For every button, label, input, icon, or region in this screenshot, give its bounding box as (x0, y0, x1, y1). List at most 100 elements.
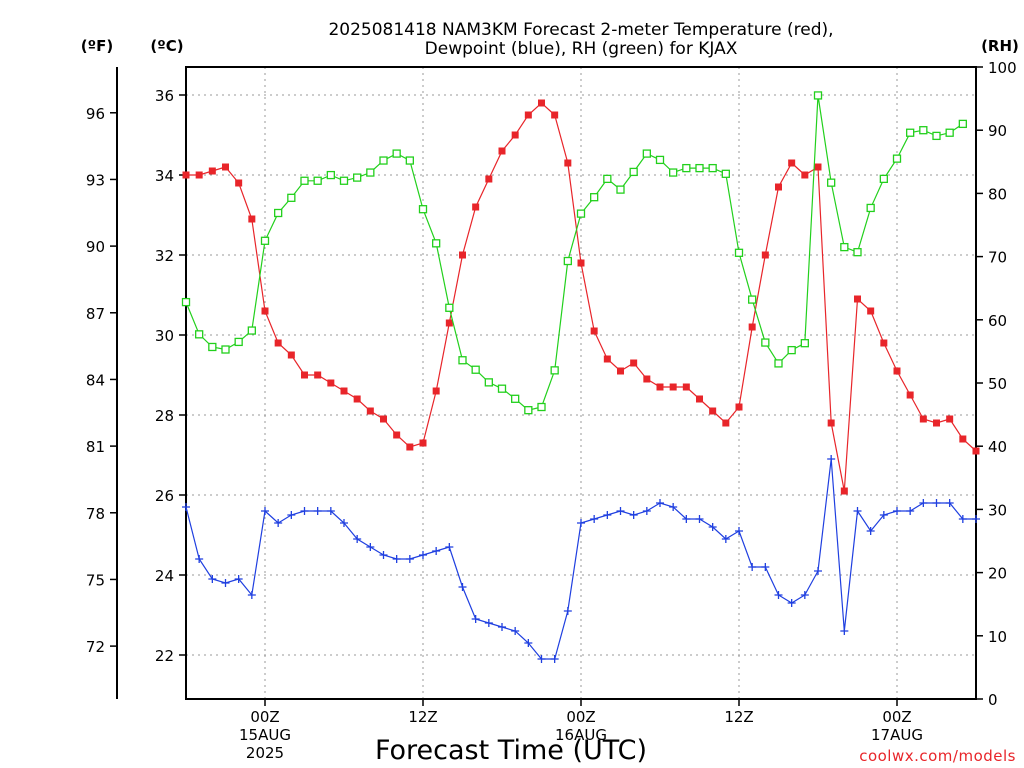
dewpoint-point (392, 555, 401, 563)
rh-point (827, 178, 836, 187)
temperature-point (590, 327, 598, 335)
rh-point (879, 174, 888, 184)
grid-lines (186, 67, 976, 699)
temperature-point (498, 147, 506, 155)
temperature-point (208, 167, 216, 175)
temperature-point (669, 383, 677, 391)
temperature-point (775, 183, 782, 191)
dewpoint-point (590, 515, 599, 523)
temperature-point (643, 375, 651, 383)
rh-series (181, 91, 967, 415)
temperature-point (419, 439, 427, 447)
fahrenheit-tick-label: 96 (86, 105, 105, 123)
rh-point (208, 342, 217, 352)
rh-point (432, 239, 441, 248)
rh-point (524, 406, 533, 415)
temperature-point (840, 487, 848, 495)
temperature-point (709, 407, 717, 415)
rh-point (958, 119, 967, 129)
temperature-point (551, 111, 559, 119)
dewpoint-point (774, 591, 783, 599)
temperature-point (972, 447, 980, 455)
rh-point (616, 185, 625, 194)
dewpoint-point (471, 615, 480, 623)
dewpoint-point (616, 507, 625, 515)
celsius-tick-label: 28 (155, 407, 174, 425)
rh-point (339, 176, 349, 185)
dewpoint-point (234, 575, 243, 583)
rh-point (274, 208, 283, 218)
dewpoint-point (893, 507, 901, 515)
dewpoint-point (550, 655, 559, 663)
x-axis-label: Forecast Time (UTC) (375, 735, 647, 766)
dewpoint-point (906, 507, 915, 515)
dewpoint-point (484, 619, 493, 627)
rh-point (576, 209, 586, 218)
dewpoint-point (287, 511, 296, 519)
dewpoint-point (629, 511, 638, 519)
rh-point (761, 338, 770, 347)
dewpoint-point (656, 499, 664, 507)
fahrenheit-tick-label: 81 (86, 438, 105, 456)
rh-point (221, 345, 230, 354)
temperature-point (827, 419, 835, 427)
rh-point (497, 384, 507, 393)
temperature-point (393, 431, 401, 439)
rh-tick-label: 80 (988, 185, 1007, 203)
time-tick-date: 17AUG (871, 726, 923, 744)
fahrenheit-tick-label: 72 (86, 638, 105, 656)
rh-point (906, 128, 915, 137)
dewpoint-point (577, 519, 585, 527)
rh-point (418, 205, 428, 214)
temperature-point (959, 435, 967, 443)
temperature-point (301, 371, 308, 379)
rh-point (326, 170, 335, 180)
temperature-point (235, 179, 243, 187)
rh-point (669, 168, 678, 177)
dewpoint-point (458, 583, 467, 591)
temperature-point (353, 395, 361, 403)
rh-tick-label: 0 (988, 691, 998, 709)
dewpoint-point (695, 515, 704, 523)
rh-tick-label: 50 (988, 375, 1007, 393)
time-tick-label: 12Z (724, 708, 753, 726)
dewpoint-point (642, 507, 651, 515)
rh-tick-label: 90 (988, 122, 1007, 140)
temperature-point (814, 163, 822, 171)
temperature-point (656, 383, 664, 391)
dewpoint-point (972, 515, 980, 523)
temperature-point (893, 367, 901, 375)
temperature-point (722, 419, 730, 427)
dewpoint-point (787, 599, 796, 607)
dewpoint-point (866, 527, 875, 535)
rh-point (563, 256, 572, 266)
rh-point (603, 174, 612, 184)
rh-point (774, 359, 783, 368)
fahrenheit-tick-label: 84 (86, 371, 105, 389)
rh-point (366, 168, 375, 177)
temperature-point (314, 371, 322, 379)
rh-point (313, 176, 322, 185)
dewpoint-point (261, 507, 269, 515)
temperature-point (406, 443, 414, 451)
rh-point (629, 167, 638, 177)
rh-tick-label: 10 (988, 628, 1007, 646)
rh-tick-label: 30 (988, 501, 1007, 519)
temperature-point (287, 351, 295, 359)
dewpoint-point (735, 527, 743, 535)
rh-point (734, 248, 744, 257)
dewpoint-point (814, 567, 822, 575)
temperature-point (366, 407, 374, 415)
source-credit[interactable]: coolwx.com/models (859, 747, 1016, 765)
dewpoint-point (353, 535, 362, 543)
celsius-tick-label: 24 (155, 567, 174, 585)
rh-point (642, 149, 651, 158)
temperature-point (854, 295, 861, 303)
chart-title-line2: Dewpoint (blue), RH (green) for KJAX (425, 39, 738, 59)
temperature-point (682, 383, 690, 391)
dewpoint-point (524, 639, 533, 647)
rh-tick-label: 60 (988, 312, 1007, 330)
dewpoint-point (827, 455, 836, 463)
rh-axis-unit: (RH) (981, 37, 1019, 55)
rh-point (484, 378, 493, 387)
